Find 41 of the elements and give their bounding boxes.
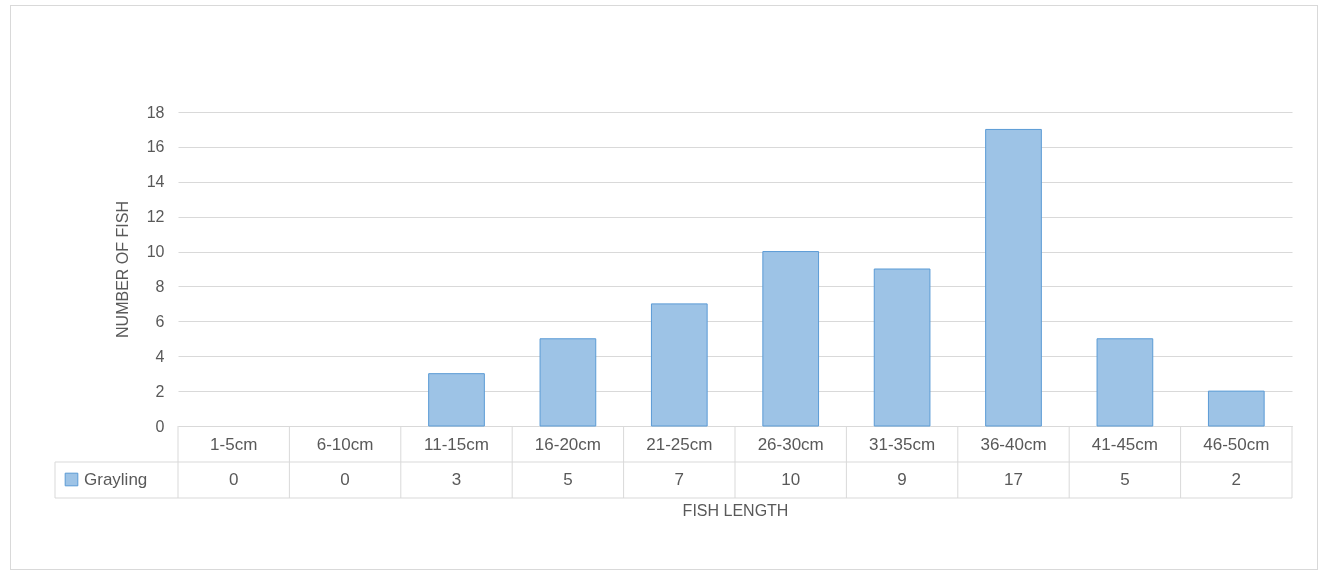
y-tick-label: 16 [146,138,165,156]
x-axis-title: FISH LENGTH [682,501,789,519]
y-axis-title: NUMBER OF FISH [113,201,131,338]
x-tick-label: 36-40cm [980,434,1047,454]
y-tick-label: 0 [155,417,165,435]
y-tick-label: 6 [155,312,165,330]
x-tick-label: 21-25cm [646,434,713,454]
data-label: 7 [674,470,685,489]
x-tick-label: 16-20cm [534,434,601,454]
data-label: 5 [1120,470,1130,489]
bar [1207,390,1265,427]
x-tick-label: 6-10cm [316,434,374,454]
data-label: 9 [897,470,907,489]
bar [873,268,931,427]
bar [762,251,820,427]
bar [985,128,1042,427]
y-tick-label: 8 [155,277,165,295]
data-label: 2 [1231,470,1242,489]
x-tick-label: 26-30cm [757,434,824,454]
x-tick-label: 1-5cm [210,434,258,454]
data-label: 5 [563,470,573,489]
bar [539,338,597,427]
x-tick-label: 31-35cm [869,434,936,454]
x-tick-label: 11-15cm [424,434,489,454]
data-label: 17 [1004,470,1023,489]
bar [650,303,708,427]
data-label: 0 [340,470,350,489]
y-tick-label: 4 [155,347,165,365]
y-tick-label: 18 [146,103,165,121]
x-tick-label: 41-45cm [1091,434,1158,454]
y-tick-label: 12 [146,208,165,226]
data-label: 3 [451,470,462,489]
bar [428,373,485,427]
x-tick-label: 46-50cm [1203,434,1270,454]
data-label: 10 [781,470,801,489]
y-tick-label: 10 [146,243,165,261]
y-tick-label: 2 [155,382,165,400]
data-label: 0 [228,470,239,489]
y-tick-label: 14 [146,173,165,191]
bar [1096,338,1154,427]
legend-label: Grayling [84,469,148,489]
